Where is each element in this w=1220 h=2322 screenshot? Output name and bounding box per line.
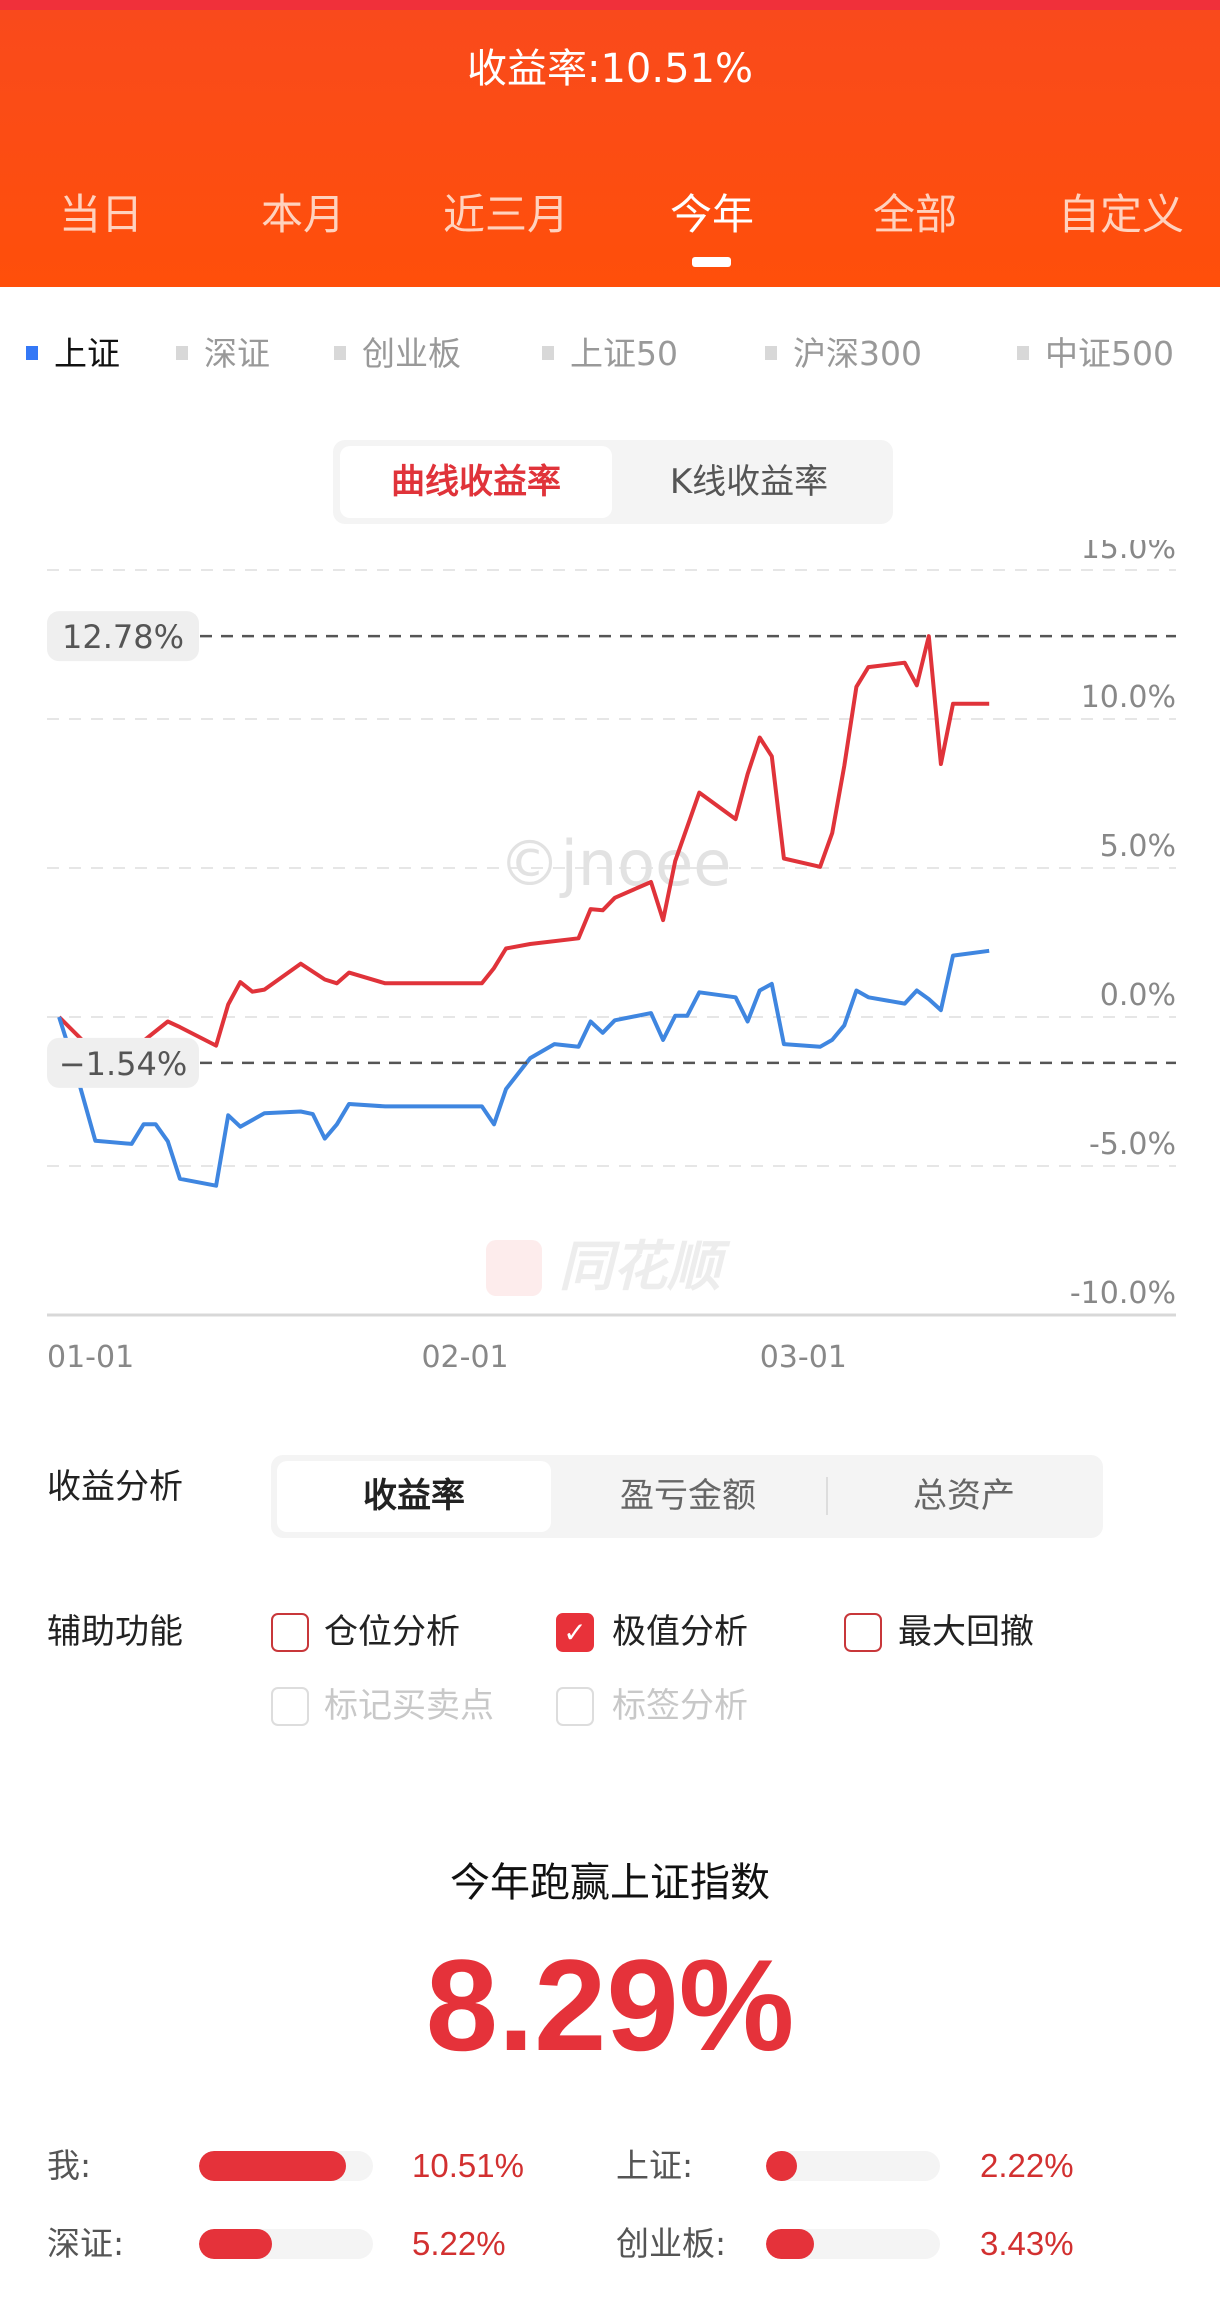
max-drawdown-checkbox[interactable] (844, 1613, 882, 1652)
compare-bar-fill (199, 2229, 273, 2259)
checkbox-label: 标记买卖点 (324, 1686, 494, 1726)
kline-return-button[interactable]: K线收益率 (669, 462, 829, 502)
check-icon: ✓ (563, 1616, 587, 1649)
aux-label: 辅助功能 (47, 1612, 183, 1652)
y-tick-label: -10.0% (1070, 1276, 1176, 1311)
max-value-label: 12.78% (62, 618, 184, 656)
position-analysis-checkbox[interactable] (271, 1613, 309, 1652)
page-title: 收益率:10.51% (467, 46, 753, 92)
compare-bar (766, 2229, 940, 2259)
tab-custom[interactable]: 自定义 (1057, 190, 1184, 239)
legend-square-icon (1017, 345, 1029, 360)
profit-amount-button[interactable]: 盈亏金额 (620, 1476, 756, 1516)
index-zz500[interactable]: 中证500 (1017, 334, 1174, 374)
return-rate-button[interactable]: 收益率 (277, 1461, 551, 1532)
compare-bar-fill (199, 2151, 347, 2181)
tab-today[interactable]: 当日 (58, 190, 143, 239)
extreme-analysis-checkbox[interactable]: ✓ (556, 1613, 594, 1652)
checkbox-label: 极值分析 (612, 1612, 748, 1652)
compare-label: 深证: (47, 2224, 125, 2263)
x-tick-label: 02-01 (421, 1340, 508, 1375)
shanghai-index-line (57, 948, 990, 1188)
tab-all[interactable]: 全部 (872, 190, 957, 239)
x-tick-label: 01-01 (47, 1340, 134, 1375)
y-tick-label: 10.0% (1081, 680, 1176, 715)
watermark-logo-text: 同花顺 (559, 1235, 731, 1298)
tab-indicator (692, 257, 731, 267)
index-label: 创业板 (362, 334, 461, 373)
index-sh[interactable]: 上证 (26, 334, 120, 374)
legend-square-icon (765, 345, 777, 360)
analysis-label: 收益分析 (47, 1467, 183, 1507)
index-label: 深证 (204, 334, 270, 373)
tab-month[interactable]: 本月 (260, 190, 345, 239)
checkbox-label: 最大回撤 (898, 1612, 1034, 1652)
legend-square-icon (334, 345, 346, 360)
checkbox-label: 标签分析 (612, 1686, 748, 1726)
index-label: 上证50 (570, 334, 678, 373)
compare-bar-fill (766, 2151, 798, 2181)
min-value-badge (47, 1037, 199, 1088)
legend-square-icon (26, 345, 38, 360)
compare-label: 上证: (616, 2146, 694, 2185)
index-cyb[interactable]: 创业板 (334, 334, 461, 374)
curve-return-button[interactable]: 曲线收益率 (340, 446, 612, 518)
compare-value: 3.43% (980, 2225, 1074, 2262)
return-chart[interactable]: 15.0% 10.0% 5.0% 0.0% -5.0% -10.0% 01-01 02-01 0… (0, 540, 1220, 1390)
trade-points-checkbox (271, 1687, 309, 1726)
status-strip (0, 0, 1220, 10)
y-tick-label: 15.0% (1081, 540, 1176, 566)
y-tick-label: 0.0% (1100, 978, 1176, 1013)
checkbox-label: 仓位分析 (324, 1612, 460, 1652)
my-return-line (57, 634, 990, 1048)
compare-value: 2.22% (980, 2147, 1074, 2184)
tab-year[interactable]: 今年 (669, 190, 754, 239)
y-tick-label: -5.0% (1089, 1127, 1176, 1162)
index-label: 上证 (54, 334, 120, 373)
index-label: 中证500 (1045, 334, 1174, 373)
compare-bar (199, 2229, 373, 2259)
min-value-label: −1.54% (59, 1045, 187, 1083)
analysis-segmented: 收益率 盈亏金额 总资产 (271, 1455, 1103, 1538)
beat-index-value: 8.29% (425, 1932, 795, 2078)
total-assets-button[interactable]: 总资产 (913, 1476, 1015, 1516)
header (0, 10, 1220, 287)
compare-label: 创业板: (616, 2224, 727, 2263)
legend-square-icon (176, 345, 188, 360)
chart-mode-toggle: 曲线收益率 K线收益率 (333, 440, 893, 524)
compare-value: 10.51% (412, 2147, 524, 2184)
index-sz[interactable]: 深证 (176, 334, 270, 374)
y-tick-label: 5.0% (1100, 829, 1176, 864)
tag-analysis-checkbox (556, 1687, 594, 1726)
index-sz50[interactable]: 上证50 (542, 334, 678, 374)
watermark-text: ©jnoee (499, 827, 732, 900)
x-tick-label: 03-01 (760, 1340, 847, 1375)
max-value-badge (47, 611, 199, 662)
beat-index-title: 今年跑赢上证指数 (450, 1860, 770, 1906)
index-hs300[interactable]: 沪深300 (765, 334, 922, 374)
compare-bar (766, 2151, 940, 2181)
compare-bar-fill (766, 2229, 815, 2259)
compare-label: 我: (47, 2146, 92, 2185)
tab-3months[interactable]: 近三月 (442, 190, 569, 239)
compare-value: 5.22% (412, 2225, 506, 2262)
ths-logo: 同花顺 (486, 1235, 731, 1298)
legend-square-icon (542, 345, 554, 360)
compare-bar (199, 2151, 373, 2181)
divider (826, 1477, 828, 1515)
index-label: 沪深300 (793, 334, 922, 373)
